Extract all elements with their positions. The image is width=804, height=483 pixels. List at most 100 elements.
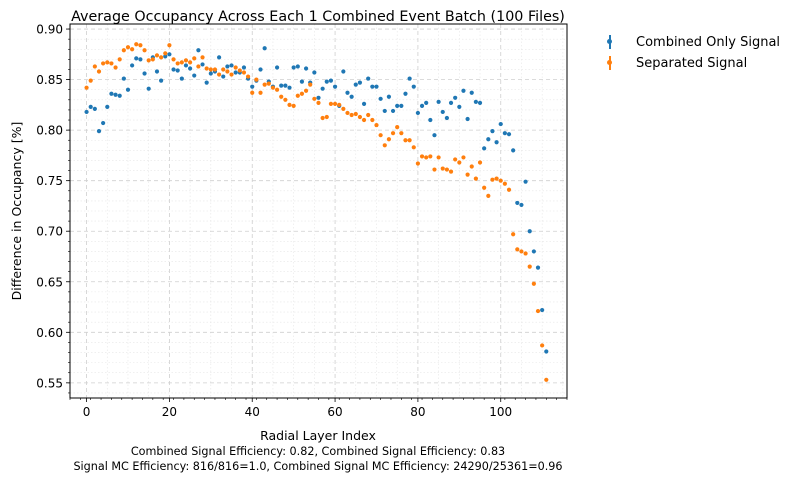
data-point — [308, 82, 313, 87]
data-point — [221, 67, 226, 72]
data-point — [482, 146, 487, 151]
data-point — [328, 101, 334, 106]
data-point — [498, 178, 503, 183]
data-point — [506, 132, 512, 137]
data-point — [345, 110, 350, 116]
data-point — [490, 177, 495, 182]
data-point — [386, 137, 392, 142]
data-point — [349, 112, 354, 118]
data-point — [233, 65, 238, 70]
y-tick-label: 0.90 — [36, 23, 63, 37]
data-point — [88, 104, 93, 109]
data-point — [105, 104, 110, 109]
data-point — [200, 55, 205, 60]
data-point — [502, 131, 507, 136]
data-point — [121, 76, 126, 81]
data-point — [241, 70, 247, 75]
data-point — [361, 117, 367, 123]
data-point — [349, 94, 354, 99]
data-point — [428, 117, 433, 123]
data-point — [258, 90, 263, 95]
data-point — [274, 87, 280, 92]
data-point — [192, 56, 197, 61]
data-point — [196, 64, 201, 69]
y-tick-label: 0.70 — [36, 225, 63, 239]
legend-item-combined: Combined Only Signal — [590, 32, 780, 52]
x-tick-label: 40 — [245, 405, 260, 419]
data-point — [316, 95, 321, 100]
data-point — [200, 62, 205, 67]
data-point — [138, 43, 143, 48]
data-point — [523, 179, 528, 184]
data-point — [204, 80, 209, 85]
data-point — [125, 87, 131, 92]
data-point — [515, 247, 520, 252]
data-point — [461, 155, 466, 160]
data-point — [386, 94, 392, 99]
data-point — [374, 122, 379, 128]
data-point — [453, 95, 458, 100]
data-point — [188, 60, 193, 65]
data-point — [283, 83, 288, 88]
legend-marker-combined — [590, 32, 614, 52]
data-point — [125, 45, 131, 50]
data-point — [171, 67, 176, 72]
data-point — [353, 82, 358, 87]
data-point — [382, 143, 387, 148]
data-point — [494, 176, 499, 181]
data-point — [212, 67, 218, 72]
data-point — [316, 100, 321, 105]
data-point — [519, 249, 524, 254]
data-point — [154, 53, 160, 58]
data-point — [535, 265, 541, 270]
data-point — [109, 61, 114, 66]
legend-marker-separated — [590, 53, 614, 73]
data-point — [531, 281, 536, 286]
y-tick-label: 0.85 — [36, 73, 63, 87]
x-tick-label: 0 — [83, 405, 91, 419]
data-point — [241, 65, 247, 70]
data-point — [341, 106, 346, 112]
data-point — [105, 60, 110, 65]
y-tick-label: 0.75 — [36, 174, 63, 188]
data-point — [138, 57, 143, 62]
data-point — [299, 79, 305, 84]
data-point — [229, 72, 234, 77]
data-point — [96, 69, 102, 74]
y-tick-label: 0.55 — [36, 376, 63, 390]
data-point — [540, 307, 545, 313]
data-point — [502, 181, 507, 186]
data-point — [134, 56, 139, 61]
data-point — [424, 155, 429, 160]
data-point — [515, 200, 520, 206]
data-point — [295, 93, 300, 98]
data-point — [465, 172, 470, 177]
data-point — [432, 133, 437, 138]
data-point — [399, 131, 404, 136]
data-point — [461, 88, 466, 93]
data-point — [407, 138, 412, 143]
data-point — [88, 78, 93, 83]
x-axis-label: Radial Layer Index — [260, 428, 376, 443]
data-point — [366, 112, 371, 118]
data-point — [84, 109, 89, 115]
data-point — [254, 77, 259, 82]
data-point — [179, 60, 184, 65]
data-point — [419, 154, 425, 159]
data-point — [544, 377, 549, 382]
data-point — [465, 116, 470, 122]
data-point — [154, 69, 160, 74]
x-tick-label: 20 — [162, 405, 177, 419]
data-point — [477, 160, 483, 165]
data-point — [130, 63, 135, 68]
data-point — [444, 167, 449, 172]
data-point — [92, 64, 97, 69]
data-point — [378, 133, 383, 138]
data-point — [473, 176, 478, 181]
data-point — [312, 70, 317, 75]
data-point — [498, 121, 503, 127]
data-point — [399, 103, 404, 108]
data-point — [146, 86, 151, 91]
data-point — [374, 84, 379, 89]
data-point — [527, 229, 532, 234]
